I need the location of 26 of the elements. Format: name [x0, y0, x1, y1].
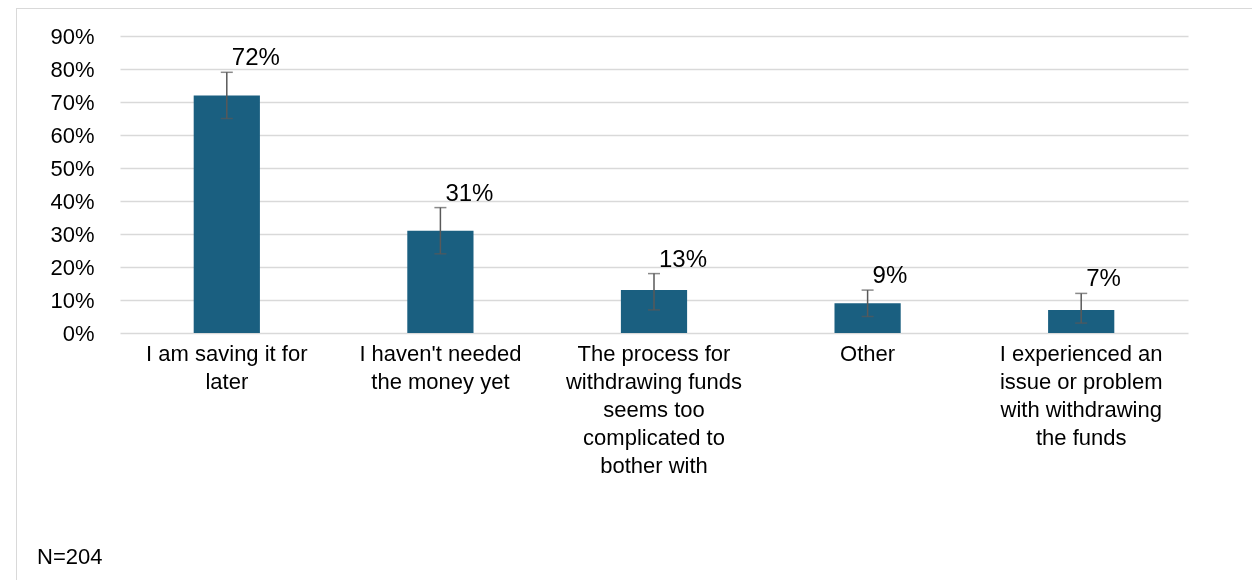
y-tick-label: 80%: [50, 56, 95, 82]
y-tick-label: 20%: [50, 254, 95, 280]
y-tick-label: 90%: [50, 23, 95, 49]
data-label: 31%: [445, 178, 494, 206]
bar: [193, 95, 260, 333]
y-tick-label: 50%: [50, 155, 95, 181]
data-label: 9%: [872, 261, 908, 289]
x-tick-label: Other: [840, 340, 896, 366]
data-label: 7%: [1086, 264, 1121, 292]
data-label: 72%: [231, 43, 280, 71]
x-tick-label: I haven't needed the money yet: [359, 340, 522, 394]
bar: [620, 290, 688, 333]
bar: [407, 230, 474, 333]
y-tick-label: 60%: [50, 122, 95, 148]
x-tick-label: I experienced an issue or problem with withdrawing the funds: [999, 340, 1163, 450]
y-tick-label: 70%: [50, 89, 95, 115]
text: N=204: [37, 544, 103, 570]
y-tick-label: 30%: [50, 221, 95, 247]
bar: [834, 303, 901, 333]
y-tick-label: 10%: [50, 287, 95, 313]
y-tick-label: 40%: [50, 188, 95, 214]
bar: [1048, 309, 1115, 333]
x-tick-label: I am saving it for later: [146, 340, 308, 394]
data-label: 13%: [659, 244, 708, 272]
x-tick-label: The process for withdrawing funds seems too complicated to bother with: [564, 340, 743, 478]
y-tick-label: 0%: [62, 320, 95, 346]
